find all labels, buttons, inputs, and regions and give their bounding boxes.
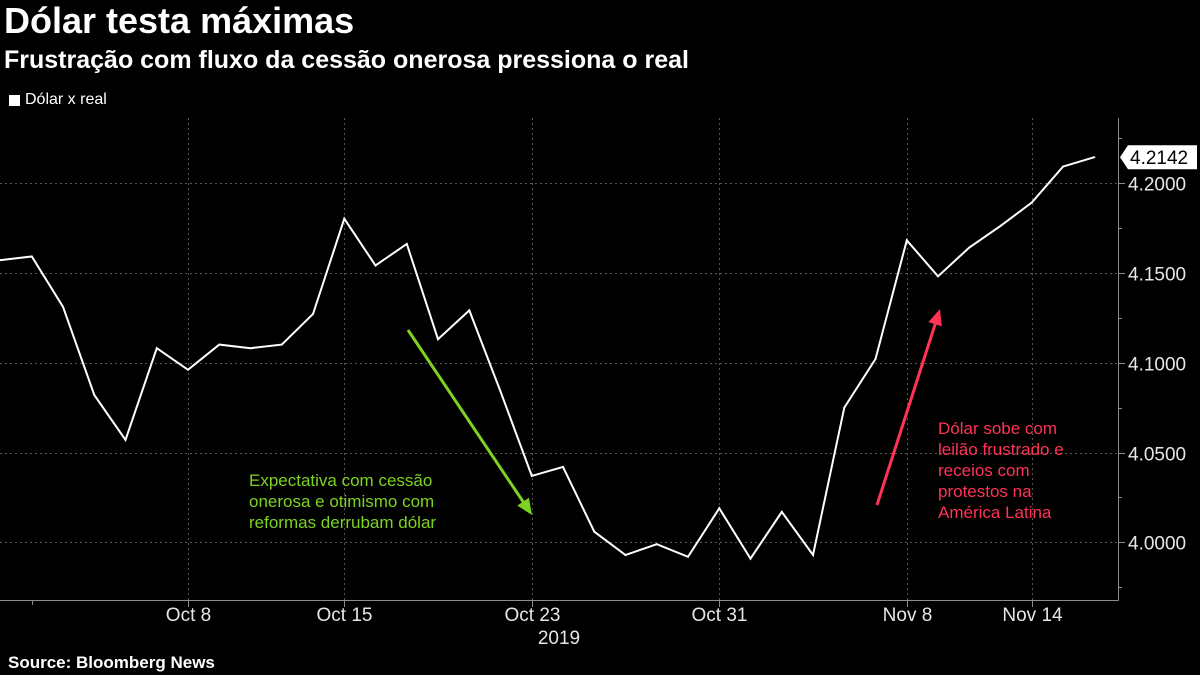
data-point [249, 347, 252, 350]
x-tick-label: Nov 14 [1002, 605, 1063, 626]
annotation-green: Expectativa com cessão onerosa e otimism… [249, 471, 436, 532]
annotation-red-line: leilão frustrado e [938, 440, 1064, 459]
x-tick-label: Nov 8 [883, 605, 933, 626]
y-tick-label: 4.2000 [1128, 175, 1186, 196]
chart-title: Dólar testa máximas [4, 0, 355, 41]
chart-subtitle: Frustração com fluxo da cessão onerosa p… [4, 46, 689, 74]
annotation-green-line: reformas derrubam dólar [249, 513, 436, 532]
data-point [1030, 201, 1033, 204]
x-axis-year-label: 2019 [538, 628, 580, 649]
y-tick-label: 4.0000 [1128, 534, 1186, 555]
data-point [593, 530, 596, 533]
axes [0, 118, 1125, 607]
data-point [655, 543, 658, 546]
source-note: Source: Bloomberg News [8, 653, 215, 672]
annotation-red: Dólar sobe com leilão frustrado e receio… [938, 419, 1064, 522]
x-tick-label: Oct 23 [505, 605, 561, 626]
data-point [93, 394, 96, 396]
series [0, 156, 1096, 561]
data-point [905, 239, 908, 242]
data-point [468, 309, 471, 312]
data-point [687, 555, 689, 558]
data-point [562, 465, 564, 468]
data-point [843, 406, 846, 409]
data-point [499, 390, 502, 393]
axis-labels: 4.0000 4.0500 4.1000 4.1500 4.2000 Oct 8 Oct 1… [166, 145, 1197, 626]
y-tick-label: 4.1500 [1128, 265, 1186, 286]
data-point [62, 305, 64, 308]
annotation-green-line: onerosa e otimismo com [249, 492, 434, 511]
annotation-arrow-head [517, 497, 532, 515]
data-point [530, 474, 533, 477]
data-point [437, 338, 439, 341]
x-tick-label: Oct 8 [166, 605, 211, 626]
data-point [312, 313, 314, 315]
annotation-red-line: Dólar sobe com [938, 419, 1057, 438]
annotation-green-line: Expectativa com cessão [249, 471, 432, 490]
data-point [343, 217, 346, 220]
data-point [405, 242, 408, 245]
last-value-marker [1120, 145, 1197, 170]
annotation-red-line: protestos na [938, 482, 1032, 501]
data-point [968, 246, 971, 249]
data-point [812, 554, 814, 556]
legend: Dólar x real [9, 90, 107, 110]
data-point [999, 224, 1002, 227]
annotation-red-line: receios com [938, 461, 1030, 480]
y-tick-label: 4.1000 [1128, 355, 1186, 376]
data-point [1062, 165, 1064, 168]
data-point [0, 259, 2, 262]
gridlines [0, 118, 1118, 600]
data-point [124, 438, 127, 441]
data-point [1093, 156, 1096, 159]
data-point [624, 554, 627, 556]
legend-swatch [9, 94, 20, 106]
data-point [874, 358, 877, 360]
data-point [280, 343, 283, 346]
annotation-arrow-line [406, 329, 528, 507]
annotation-arrow-line [875, 319, 939, 506]
y-tick-label: 4.0500 [1128, 445, 1186, 466]
x-tick-label: Oct 15 [317, 605, 373, 626]
data-point [374, 264, 377, 267]
series-line [0, 156, 1095, 561]
data-point [749, 557, 752, 560]
data-point [187, 368, 189, 371]
annotation-arrow-head [928, 309, 942, 327]
data-point [937, 275, 939, 278]
x-tick-label: Oct 31 [692, 605, 748, 626]
legend-label: Dólar x real [25, 91, 107, 108]
annotations: Expectativa com cessão onerosa e otimism… [249, 309, 1064, 532]
annotation-red-line: América Latina [938, 503, 1052, 522]
data-point [30, 255, 33, 258]
data-point [155, 347, 158, 350]
data-point [218, 343, 221, 346]
data-point [718, 507, 721, 510]
last-value-label: 4.2142 [1130, 148, 1188, 169]
data-point [780, 510, 783, 513]
